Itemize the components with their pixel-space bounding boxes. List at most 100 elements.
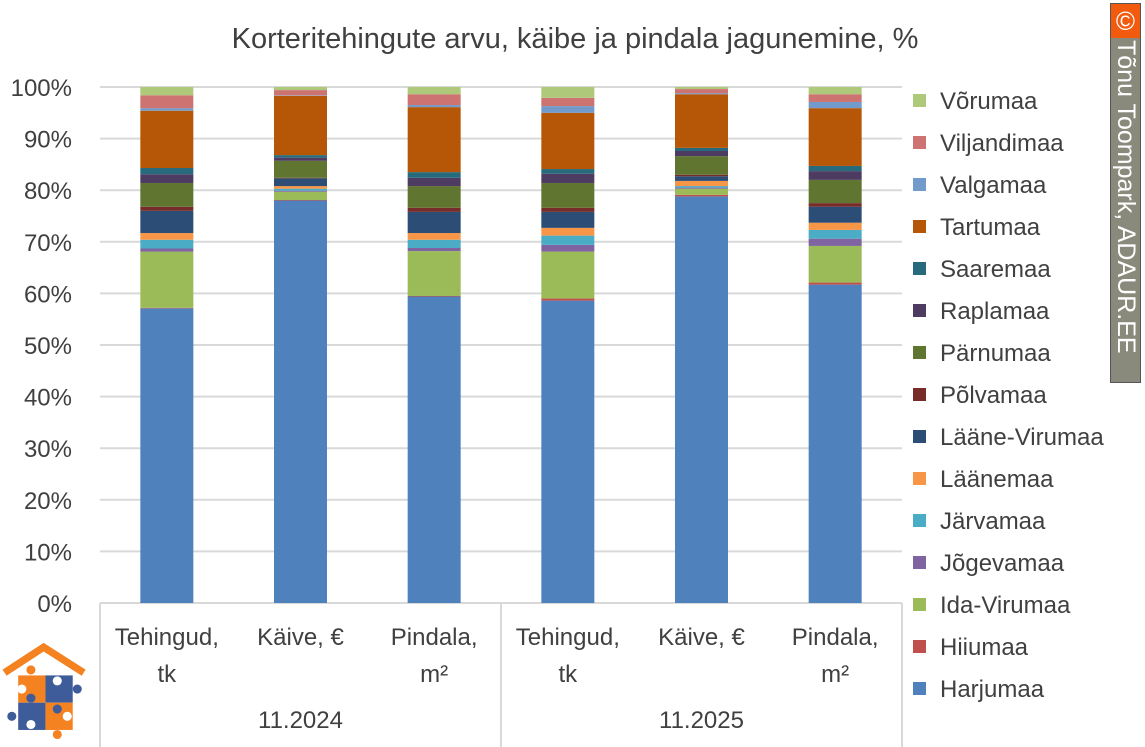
bar-segment-valgamaa (541, 106, 595, 113)
bar-segment-viljandimaa (140, 95, 194, 109)
bar-segment-saaremaa (140, 168, 194, 175)
bar-segment-jõgevamaa (541, 244, 595, 252)
x-tick-label: Käive, € (658, 624, 745, 651)
legend-label: Järvamaa (940, 508, 1046, 535)
bar-segment-jõgevamaa (808, 238, 862, 246)
legend-swatch (913, 178, 926, 191)
legend-label: Valgamaa (940, 172, 1047, 199)
bar-segment-läänemaa (140, 233, 194, 240)
bar-segment-põlvamaa (675, 174, 728, 177)
bar-segment-lääne-virumaa (541, 211, 595, 228)
bar-segment-hiiumaa (274, 200, 327, 201)
legend-label: Saaremaa (940, 256, 1051, 283)
bar-segment-viljandimaa (407, 94, 461, 106)
bar-segment-valgamaa (675, 93, 728, 95)
bar-segment-jõgevamaa (675, 187, 728, 189)
bar-segment-lääne-virumaa (407, 211, 461, 234)
bar-segment-tartumaa (274, 95, 327, 156)
bar-segment-võrumaa (407, 87, 461, 95)
x-tick-label: Käive, € (257, 624, 344, 651)
legend-swatch (913, 598, 926, 611)
bar-segment-võrumaa (808, 87, 862, 95)
bar-segment-viljandimaa (274, 90, 327, 96)
legend-swatch (913, 472, 926, 485)
y-tick-label: 10% (24, 539, 72, 566)
bar-segment-raplamaa (675, 150, 728, 157)
bar-segment-saaremaa (541, 169, 595, 174)
bar-segment-raplamaa (407, 177, 461, 187)
bar-segment-saaremaa (274, 155, 327, 158)
bar-segment-ida-virumaa (541, 251, 595, 299)
bar-segment-võrumaa (140, 87, 194, 96)
bar-segment-saaremaa (407, 172, 461, 178)
bar-segment-lääne-virumaa (274, 178, 327, 187)
bar-segment-harjumaa (541, 300, 595, 603)
bar-segment-raplamaa (541, 173, 595, 183)
bar-segment-harjumaa (407, 296, 461, 603)
legend-swatch (913, 136, 926, 149)
x-tick-label: Tehingud, (516, 624, 620, 651)
bar-segment-saaremaa (808, 165, 862, 172)
bar-segment-viljandimaa (541, 97, 595, 107)
bar-segment-harjumaa (808, 284, 862, 603)
bar-segment-jõgevamaa (274, 190, 327, 192)
bar-segment-tartumaa (541, 112, 595, 170)
bar-segment-pärnumaa (407, 186, 461, 208)
bar-segment-võrumaa (541, 87, 595, 98)
y-tick-label: 20% (24, 488, 72, 515)
bar-segment-raplamaa (808, 171, 862, 180)
bar-segment-hiiumaa (407, 295, 461, 297)
bar-segment-valgamaa (274, 95, 327, 96)
bar-segment-läänemaa (274, 186, 327, 189)
legend-swatch (913, 514, 926, 527)
bar-segment-raplamaa (140, 174, 194, 183)
bar-segment-järvamaa (140, 239, 194, 249)
bar-segment-pärnumaa (541, 182, 595, 208)
legend-label: Jõgevamaa (940, 550, 1065, 577)
legend-label: Lääne-Virumaa (940, 424, 1104, 451)
x-tick-label: Pindala, (391, 624, 478, 651)
bar-segment-pärnumaa (274, 160, 327, 178)
y-tick-label: 40% (24, 385, 72, 412)
bar-segment-ida-virumaa (407, 251, 461, 296)
bar-segment-tartumaa (407, 107, 461, 173)
bar-segment-valgamaa (808, 101, 862, 109)
bar-segment-valgamaa (140, 108, 194, 111)
x-tick-label: Pindala, (792, 624, 879, 651)
y-tick-label: 70% (24, 230, 72, 257)
legend-swatch (913, 388, 926, 401)
bar-segment-hiiumaa (541, 298, 595, 301)
y-tick-label: 100% (11, 75, 72, 102)
legend-label: Tartumaa (940, 214, 1041, 241)
legend-label: Raplamaa (940, 298, 1050, 325)
bar-segment-ida-virumaa (675, 188, 728, 195)
x-tick-label: Tehingud, (115, 624, 219, 651)
bar-segment-harjumaa (140, 308, 194, 603)
bar-segment-läänemaa (407, 233, 461, 240)
bar-segment-saaremaa (675, 147, 728, 151)
bar-segment-võrumaa (274, 87, 327, 91)
y-tick-label: 90% (24, 127, 72, 154)
bar-segment-harjumaa (675, 196, 728, 603)
legend-label: Viljandimaa (940, 130, 1064, 157)
bar-segment-tartumaa (140, 110, 194, 169)
copyright-watermark: © Tõnu Toompark, ADAUR.EE (1110, 3, 1141, 383)
bar-segment-põlvamaa (541, 207, 595, 212)
logo (2, 642, 86, 740)
legend-label: Hiiumaa (940, 634, 1029, 661)
watermark-text: Tõnu Toompark, ADAUR.EE (1112, 40, 1140, 354)
y-tick-label: 50% (24, 333, 72, 360)
bar-segment-tartumaa (675, 94, 728, 148)
bar-segment-läänemaa (541, 227, 595, 236)
legend-swatch (913, 94, 926, 107)
legend-swatch (913, 430, 926, 443)
bar-segment-järvamaa (675, 186, 728, 188)
bar-segment-järvamaa (274, 188, 327, 191)
y-tick-label: 0% (37, 591, 72, 618)
bar-segment-läänemaa (808, 222, 862, 230)
bar-segment-viljandimaa (675, 89, 728, 94)
bar-segment-ida-virumaa (140, 251, 194, 308)
bar-segment-ida-virumaa (274, 191, 327, 201)
legend-label: Ida-Virumaa (940, 592, 1071, 619)
